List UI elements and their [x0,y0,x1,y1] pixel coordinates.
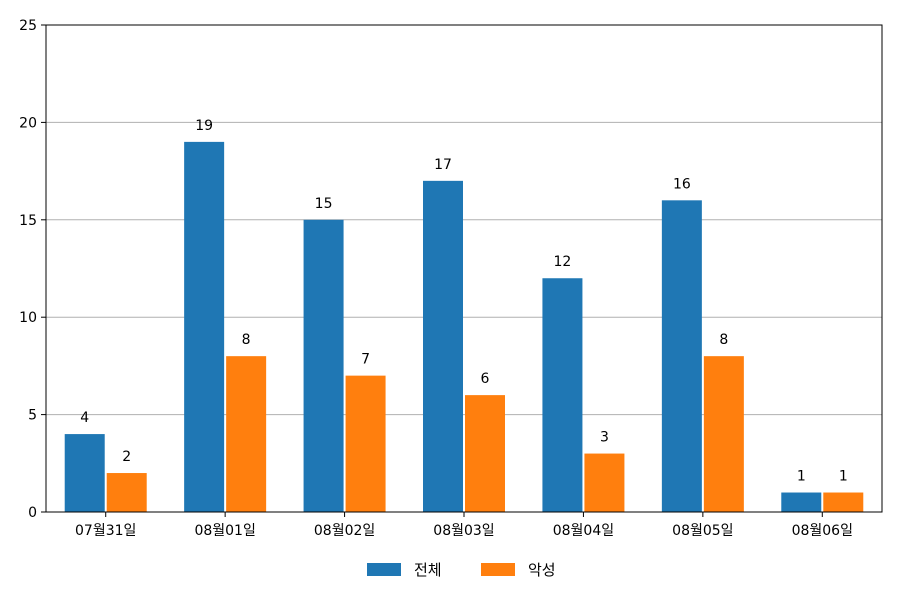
grid-lines [46,121,882,416]
data-label: 6 [481,371,490,387]
y-tick-label: 20 [19,115,37,131]
data-label: 19 [195,118,213,134]
bar-malicious-4 [584,453,625,512]
bar-total-5 [661,200,702,512]
y-tick-label: 0 [28,505,37,521]
bar-total-1 [184,141,225,512]
legend-label-1: 악성 [528,561,556,579]
bars [64,141,864,513]
legend-label-0: 전체 [414,561,442,579]
bar-malicious-2 [345,375,386,512]
data-label: 16 [673,176,691,192]
bar-malicious-5 [703,356,744,512]
x-tick-label: 07월31일 [75,523,136,539]
legend-swatch-1 [481,563,515,576]
x-tick-label: 08월05일 [672,523,733,539]
x-tick-label: 08월06일 [792,523,853,539]
bar-total-2 [303,219,344,513]
x-tick-label: 08월04일 [553,523,614,539]
data-label: 8 [242,332,251,348]
bar-total-3 [423,180,463,512]
data-label: 1 [797,469,806,485]
data-label: 12 [554,254,572,270]
plot-area-frame [45,24,883,513]
legend: 전체 악성 [367,561,556,579]
bar-malicious-0 [106,473,147,512]
x-tick-label: 08월01일 [194,523,255,539]
bar-malicious-1 [226,356,267,512]
y-tick-label: 5 [28,408,37,424]
bar-total-0 [64,434,105,512]
x-axis: 07월31일 08월01일 08월02일 08월03일 08월04일 08월05일 08월0… [75,512,853,539]
bar-malicious-3 [465,395,505,512]
data-label: 4 [80,410,89,426]
data-label: 3 [600,430,609,446]
y-tick-label: 25 [19,18,37,34]
data-label: 7 [361,352,370,368]
y-tick-label: 10 [19,310,37,326]
y-tick-label: 15 [19,213,37,229]
x-tick-label: 08월02일 [314,523,375,539]
legend-swatch-0 [367,563,401,576]
bar-malicious-6 [823,492,864,512]
data-label: 15 [315,196,333,212]
bar-total-6 [781,492,822,512]
data-label: 2 [122,449,131,465]
data-label: 8 [719,332,728,348]
x-tick-label: 08월03일 [433,523,494,539]
data-label: 1 [839,469,848,485]
y-axis: 0 5 10 15 20 25 [19,18,46,521]
data-labels: 4 2 19 8 15 7 17 6 12 3 16 8 1 1 [80,118,847,485]
data-label: 17 [434,157,452,173]
bar-total-4 [542,278,583,512]
